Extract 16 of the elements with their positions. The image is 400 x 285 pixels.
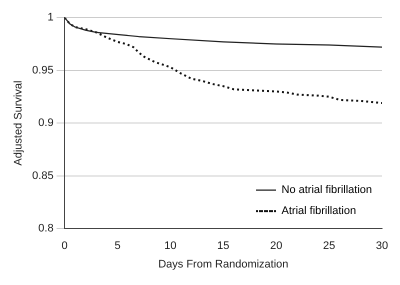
y-tick-label: 1 xyxy=(47,12,54,24)
x-tick-label: 0 xyxy=(62,240,68,252)
y-axis-title: Adjusted Survival xyxy=(12,80,25,166)
x-tick-label: 20 xyxy=(270,240,282,252)
y-tick-label: 0.95 xyxy=(32,64,54,76)
legend-label: Atrial fibrillation xyxy=(282,205,356,218)
x-axis-title: Days From Randomization xyxy=(158,258,288,270)
y-tick-label: 0.8 xyxy=(38,222,54,235)
legend-label: No atrial fibrillation xyxy=(282,184,372,196)
x-tick-label: 5 xyxy=(114,240,121,252)
x-tick-label: 30 xyxy=(376,240,388,252)
x-tick-label: 10 xyxy=(164,240,177,252)
y-tick-label: 0.9 xyxy=(38,117,54,130)
y-tick-label: 0.85 xyxy=(32,170,54,182)
x-tick-label: 15 xyxy=(217,240,230,252)
x-tick-label: 25 xyxy=(322,240,336,252)
